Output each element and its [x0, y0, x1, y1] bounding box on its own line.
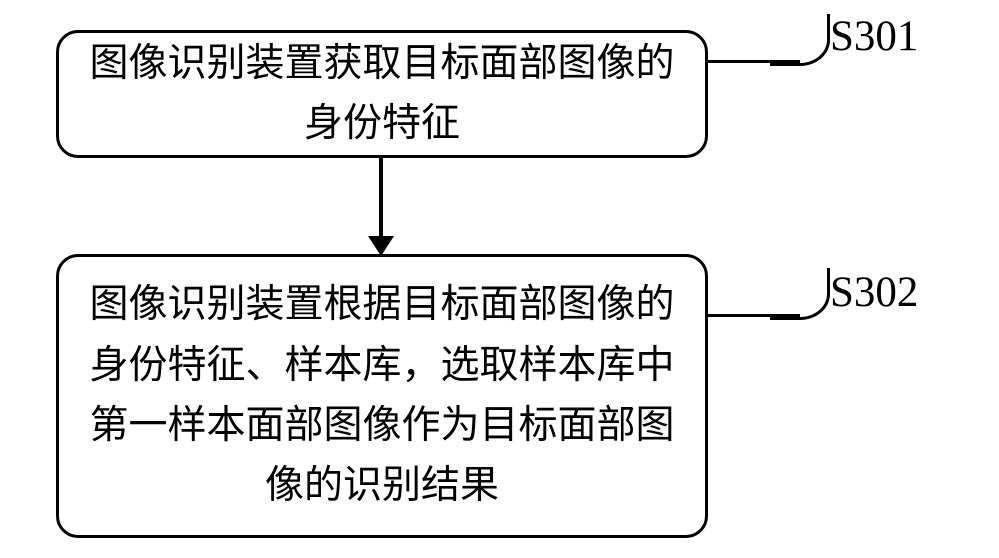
- flow-node-s302: 图像识别装置根据目标面部图像的身份特征、样本库，选取样本库中第一样本面部图像作为…: [56, 254, 708, 538]
- callout-curve-s301: [770, 14, 830, 66]
- step-label-s301: S301: [830, 12, 918, 61]
- flow-node-s302-text: 图像识别装置根据目标面部图像的身份特征、样本库，选取样本库中第一样本面部图像作为…: [77, 275, 687, 517]
- flow-node-s301-text: 图像识别装置获取目标面部图像的身份特征: [77, 34, 687, 155]
- callout-curve-s302: [770, 268, 830, 320]
- arrow-n1-n2-head: [368, 236, 394, 256]
- step-label-s302: S302: [830, 268, 918, 317]
- arrow-n1-n2-shaft: [379, 158, 383, 238]
- flow-node-s301: 图像识别装置获取目标面部图像的身份特征: [56, 30, 708, 158]
- flowchart-canvas: 图像识别装置获取目标面部图像的身份特征 S301 图像识别装置根据目标面部图像的…: [0, 0, 999, 558]
